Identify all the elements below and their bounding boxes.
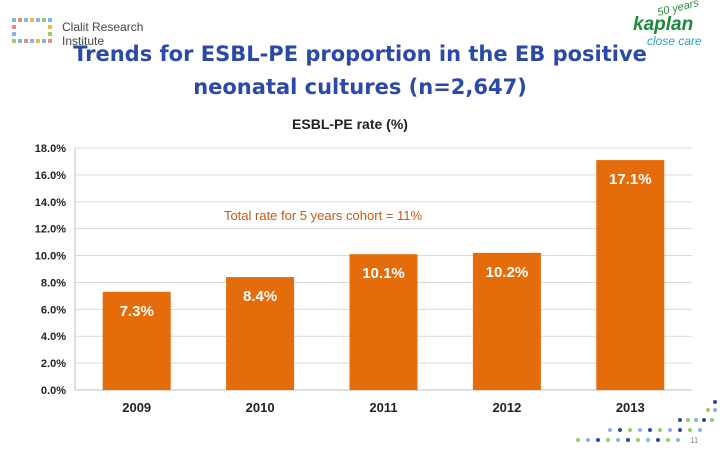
bar-value-label: 10.2% [486,264,529,281]
partner-sub: close care [647,34,702,48]
bar [349,254,418,390]
y-tick-label: 6.0% [41,304,66,316]
partner-brand: kaplan [633,14,694,35]
clalit-logo: Clalit Research Institute [12,14,182,48]
kaplan-logo: 50 years kaplan close care [623,0,718,52]
page-number: 11 [690,436,699,445]
bar [102,291,171,390]
x-category-label: 2013 [616,400,645,415]
y-tick-label: 10.0% [35,251,66,263]
bar [596,160,665,390]
y-tick-label: 18.0% [35,143,66,155]
org-name: Clalit Research Institute [62,20,144,48]
bar [472,252,541,390]
y-tick-label: 0.0% [41,385,66,397]
y-tick-label: 2.0% [41,358,66,370]
x-category-label: 2010 [246,400,275,415]
y-tick-label: 8.0% [41,277,66,289]
bar-value-label: 10.1% [362,265,405,282]
x-category-label: 2012 [492,400,521,415]
slide-title: Trends for ESBL-PE proportion in the EB … [73,42,647,99]
y-tick-label: 12.0% [35,224,66,236]
footer-dots-decoration [576,400,717,442]
y-tick-label: 14.0% [35,197,66,209]
chart-annotation: Total rate for 5 years cohort = 11% [224,208,423,223]
clalit-dots-icon [12,18,52,43]
bar-value-label: 8.4% [243,288,277,305]
chart-title: ESBL-PE rate (%) [292,116,408,132]
x-category-label: 2011 [369,400,397,415]
y-tick-label: 16.0% [35,170,66,182]
bar-value-label: 17.1% [609,171,652,188]
x-category-label: 2009 [122,400,151,415]
bar-value-label: 7.3% [120,303,154,320]
bar [226,277,295,390]
y-tick-label: 4.0% [41,331,66,343]
